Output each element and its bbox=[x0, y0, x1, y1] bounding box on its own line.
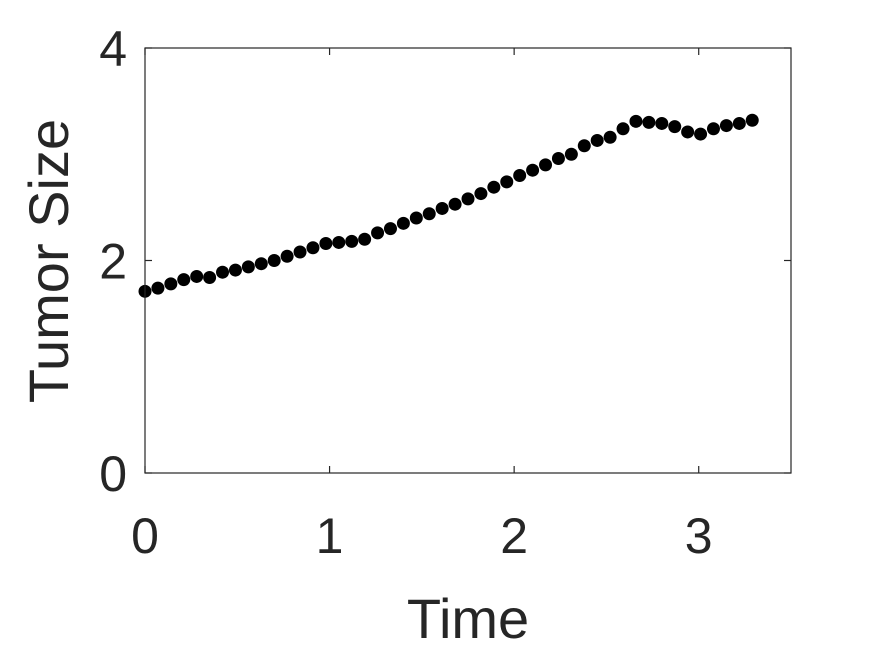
x-tick-label: 0 bbox=[131, 508, 159, 564]
data-point bbox=[177, 273, 191, 287]
data-point bbox=[254, 257, 268, 271]
data-point bbox=[409, 211, 423, 225]
data-point bbox=[655, 116, 669, 130]
data-point bbox=[151, 281, 165, 295]
data-point bbox=[267, 254, 281, 267]
data-point bbox=[474, 187, 488, 201]
data-point bbox=[228, 263, 242, 277]
data-point bbox=[616, 122, 630, 136]
data-point bbox=[564, 147, 578, 161]
x-tick-label: 1 bbox=[316, 508, 344, 564]
data-point bbox=[164, 277, 178, 291]
data-point bbox=[435, 201, 449, 215]
y-tick-label: 4 bbox=[99, 21, 127, 77]
data-point bbox=[448, 197, 462, 211]
data-point bbox=[422, 207, 436, 221]
y-tick-label: 2 bbox=[99, 234, 127, 290]
data-point bbox=[190, 269, 204, 283]
data-point bbox=[319, 237, 333, 250]
data-point bbox=[383, 222, 397, 236]
data-point bbox=[241, 260, 255, 274]
data-point bbox=[203, 271, 217, 284]
x-tick-label: 2 bbox=[500, 508, 528, 564]
data-point bbox=[500, 175, 514, 189]
data-point bbox=[345, 234, 359, 248]
data-point bbox=[577, 139, 591, 153]
data-point bbox=[526, 163, 540, 177]
plot-background bbox=[145, 48, 791, 473]
data-point bbox=[668, 120, 682, 134]
data-point bbox=[732, 116, 746, 130]
x-axis-ticks: 0 1 2 3 bbox=[131, 48, 713, 564]
data-point bbox=[694, 127, 708, 141]
data-point bbox=[461, 192, 475, 206]
x-tick-label: 3 bbox=[685, 508, 713, 564]
data-point bbox=[629, 114, 643, 128]
data-point bbox=[603, 130, 617, 144]
data-point bbox=[539, 158, 553, 172]
y-tick-label: 0 bbox=[99, 446, 127, 502]
data-point bbox=[306, 241, 320, 255]
data-point bbox=[642, 115, 656, 129]
data-point bbox=[745, 113, 759, 127]
y-axis-title: Tumor Size bbox=[17, 119, 80, 403]
data-point bbox=[513, 169, 527, 182]
data-points bbox=[138, 113, 759, 298]
data-point bbox=[216, 265, 230, 279]
y-axis-ticks: 0 2 4 bbox=[99, 21, 791, 502]
data-point bbox=[551, 152, 565, 165]
data-point bbox=[590, 133, 604, 147]
data-point bbox=[487, 180, 501, 194]
data-point bbox=[293, 245, 307, 259]
x-axis-title: Time bbox=[407, 587, 529, 650]
data-point bbox=[280, 249, 294, 263]
data-point bbox=[706, 122, 720, 136]
data-point bbox=[396, 216, 410, 230]
data-point bbox=[332, 235, 346, 249]
data-point bbox=[358, 232, 372, 246]
data-point bbox=[719, 119, 733, 133]
data-point bbox=[681, 125, 695, 139]
plot-frame bbox=[144, 47, 792, 474]
data-point bbox=[371, 226, 385, 240]
